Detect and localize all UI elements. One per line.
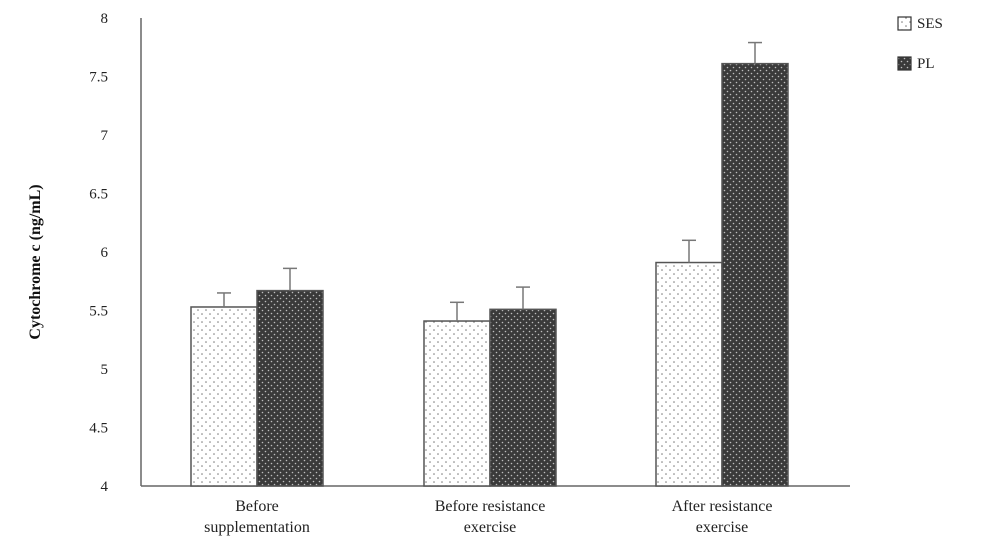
x-category-label-line: exercise [464, 519, 516, 536]
bar-pl [256, 289, 324, 487]
y-tick-label: 4.5 [89, 421, 108, 437]
x-category-label-line: exercise [696, 519, 748, 536]
bar-pl [489, 308, 557, 487]
bar-ses [655, 261, 723, 487]
y-tick-label: 5.5 [89, 304, 108, 320]
bar-ses [190, 306, 258, 487]
x-category-label-line: Before resistance [435, 498, 546, 515]
y-axis-label: Cytochrome c (ng/mL) [27, 184, 44, 339]
x-category-label: Before resistance exercise [435, 498, 546, 536]
legend: SES PL [897, 16, 943, 72]
x-category-label-line: supplementation [204, 519, 310, 536]
x-category-label: Before supplementation [204, 498, 310, 536]
y-tick-label: 7 [101, 128, 109, 144]
legend-swatch-pl [897, 56, 912, 71]
y-tick-label: 6.5 [89, 187, 108, 203]
axis-labels: 4 4.5 5 5.5 6 6.5 7 7.5 8 Cytochrome c (ng/mL) Bef… [27, 11, 772, 536]
x-category-label-line: Before [235, 498, 279, 515]
y-tick-label: 7.5 [89, 70, 108, 86]
bars [190, 41, 789, 487]
legend-swatch-ses [897, 16, 912, 31]
y-tick-label: 4 [101, 479, 109, 495]
legend-label-ses: SES [917, 16, 943, 32]
bar-ses [423, 320, 491, 487]
bar-pl [721, 62, 789, 487]
y-tick-label: 6 [101, 245, 109, 261]
y-tick-label: 8 [101, 11, 109, 27]
legend-label-pl: PL [917, 56, 935, 72]
y-tick-label: 5 [101, 362, 109, 378]
x-category-label-line: After resistance [672, 498, 773, 515]
x-category-label: After resistance exercise [672, 498, 773, 536]
